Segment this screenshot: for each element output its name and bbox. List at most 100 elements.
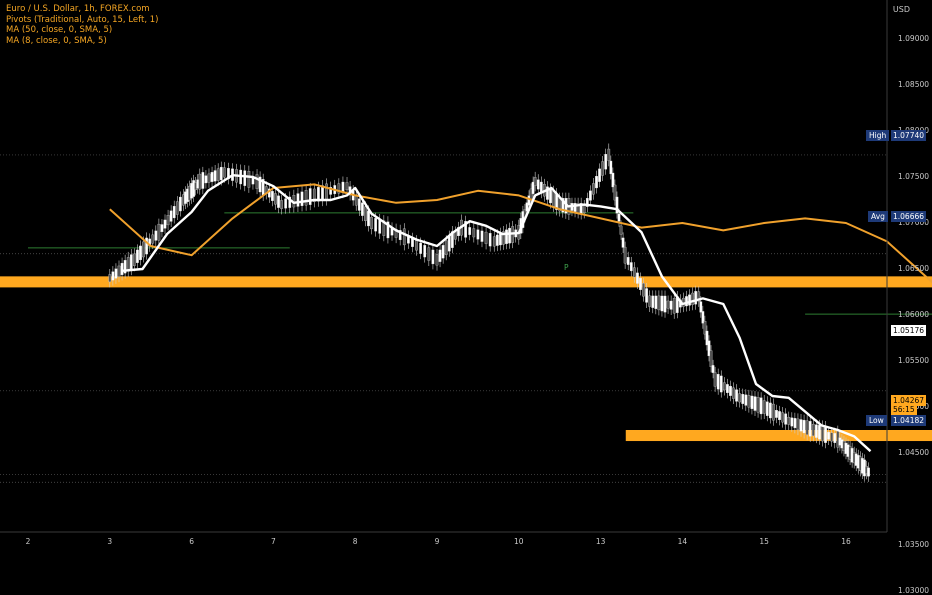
candle-body <box>699 301 703 313</box>
candle-body <box>672 298 676 314</box>
candle-body <box>685 296 688 307</box>
candle-body <box>768 402 772 419</box>
current-price: 1.04267 <box>891 395 927 406</box>
candle-body <box>277 195 280 208</box>
candle-body <box>729 385 732 396</box>
candle-body <box>626 257 630 265</box>
candle-body <box>821 425 824 442</box>
candle-body <box>367 210 370 227</box>
candle-body <box>288 196 292 208</box>
candle-body <box>129 254 133 270</box>
candle-body <box>444 240 448 255</box>
y-tick-label: 1.08500 <box>898 80 930 89</box>
y-tick-label: 1.03500 <box>898 540 930 549</box>
candle-body <box>243 170 247 186</box>
candle-body <box>617 213 621 222</box>
candle-body <box>531 181 535 194</box>
candle-body <box>709 350 713 367</box>
price-chart[interactable] <box>0 0 932 550</box>
candle-body <box>132 253 136 266</box>
candle-body <box>484 231 488 244</box>
candle-body <box>561 198 565 213</box>
candle-body <box>619 225 623 235</box>
candle-body <box>247 171 251 188</box>
candle-body <box>468 227 472 235</box>
candle-body <box>609 160 613 175</box>
candle-body <box>636 272 639 284</box>
candle-body <box>175 201 179 215</box>
resistance-zones <box>0 276 932 442</box>
candle-body <box>759 397 763 415</box>
candle-body <box>738 393 742 403</box>
candle-body <box>151 234 155 244</box>
candle-body <box>480 230 484 242</box>
candle-body <box>582 205 586 214</box>
reference-price: 1.05176 <box>891 325 927 336</box>
candle-body <box>805 420 809 435</box>
candle-body <box>441 245 445 259</box>
candle-body <box>255 174 259 189</box>
candle-body <box>476 229 480 240</box>
candle-body <box>604 154 608 170</box>
candle-body <box>361 202 364 216</box>
candle-body <box>163 219 167 229</box>
candle-body <box>472 228 476 238</box>
candle-body <box>216 168 220 181</box>
candle-body <box>284 198 288 209</box>
legend-ma50[interactable]: MA (50, close, 0, SMA, 5) <box>6 25 113 35</box>
candle-body <box>464 221 467 238</box>
legend-symbol[interactable]: Euro / U.S. Dollar, 1h, FOREX.com <box>6 4 150 14</box>
candle-body <box>508 227 511 244</box>
candle-body <box>549 188 552 204</box>
candle-body <box>726 384 729 393</box>
y-tick-label: 1.04500 <box>898 448 930 457</box>
candle-body <box>304 190 308 206</box>
candle-body <box>374 218 378 232</box>
zone-0 <box>0 276 932 288</box>
pivot-lines <box>28 212 932 315</box>
candle-body <box>719 375 723 393</box>
legend-ma8[interactable]: MA (8, close, 0, SMA, 5) <box>6 35 107 46</box>
x-tick-label: 15 <box>759 537 769 546</box>
candle-body <box>179 196 182 212</box>
candle-body <box>642 283 645 297</box>
candle-body <box>765 401 769 416</box>
candle-body <box>705 330 709 346</box>
candle-body <box>666 300 670 309</box>
candle-body <box>753 396 757 411</box>
candle-body <box>784 413 788 425</box>
y-tick-label: 1.06000 <box>898 310 930 319</box>
candle-body <box>435 254 439 266</box>
candle-body <box>160 224 164 233</box>
candle-body <box>123 260 127 274</box>
candle-body <box>697 291 701 302</box>
candle-body <box>818 425 821 440</box>
candle-body <box>308 188 312 205</box>
legend-pivots[interactable]: Pivots (Traditional, Auto, 15, Left, 1) <box>6 14 159 25</box>
candle-body <box>204 175 208 184</box>
candle-body <box>325 183 328 201</box>
candle-body <box>592 183 595 195</box>
candle-body <box>811 423 815 437</box>
candle-body <box>722 382 726 391</box>
candle-body <box>799 419 803 432</box>
candle-body <box>824 426 827 443</box>
candle-body <box>495 234 499 246</box>
x-tick-label: 14 <box>677 537 688 546</box>
chart-legend: Euro / U.S. Dollar, 1h, FOREX.com Pivots… <box>6 4 158 46</box>
candle-body <box>589 190 592 201</box>
candle-body <box>198 173 202 190</box>
candle-body <box>415 240 418 251</box>
low-value: 1.04182 <box>891 415 927 426</box>
candle-body <box>735 389 738 402</box>
candle-body <box>386 221 390 239</box>
candle-body <box>527 195 531 206</box>
candle-body <box>790 417 794 427</box>
candle-body <box>492 236 496 247</box>
candle-body <box>657 295 661 311</box>
candle-body <box>329 186 333 195</box>
candle-body <box>296 193 300 207</box>
candle-body <box>370 216 373 230</box>
candle-body <box>585 198 589 207</box>
candle-body <box>427 247 431 261</box>
